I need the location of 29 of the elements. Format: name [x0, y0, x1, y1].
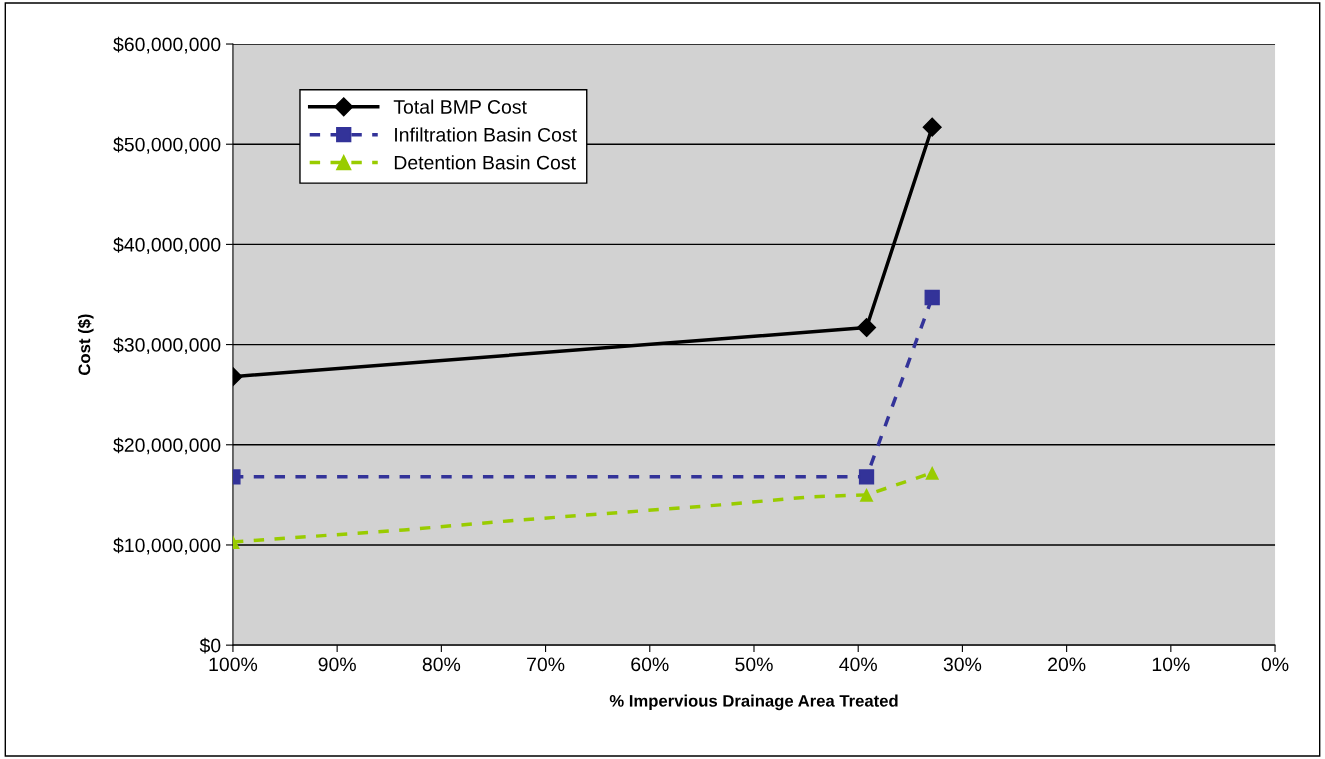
legend-label: Infiltration Basin Cost [395, 127, 577, 142]
point [922, 117, 942, 137]
point [924, 289, 940, 306]
x-tick-label: 20% [1048, 657, 1086, 672]
y-axis-title: Cost ($) [77, 314, 94, 375]
x-axis-title: % Impervious Drainage Area Treated [609, 694, 898, 711]
x-tick-label: 0% [1261, 657, 1289, 672]
y-tick-label: $10,000,000 [113, 537, 221, 555]
legend-label: Detention Basin Cost [394, 155, 576, 170]
x-tick-label: 80% [422, 657, 461, 672]
x-tick-label: 70% [527, 657, 565, 672]
x-tick-label: 100% [209, 657, 258, 672]
y-tick-label: $20,000,000 [113, 437, 221, 455]
y-tick-label: $50,000,000 [113, 136, 221, 154]
point [858, 469, 875, 485]
point [925, 465, 940, 480]
y-tick-label: $40,000,000 [113, 237, 221, 254]
y-tick-label: $0 [199, 637, 221, 654]
x-tick-label: 30% [943, 657, 982, 672]
legend-label: Total BMP Cost [393, 99, 527, 114]
point [859, 487, 874, 502]
y-tick-label: $30,000,000 [113, 337, 221, 355]
point [857, 318, 877, 338]
x-tick-label: 40% [839, 657, 877, 672]
x-tick-label: 50% [735, 657, 773, 672]
y-tick-label: $60,000,000 [113, 36, 221, 54]
x-tick-label: 10% [1152, 657, 1190, 672]
x-tick-label: 90% [318, 657, 356, 672]
x-tick-label: 60% [631, 657, 669, 672]
